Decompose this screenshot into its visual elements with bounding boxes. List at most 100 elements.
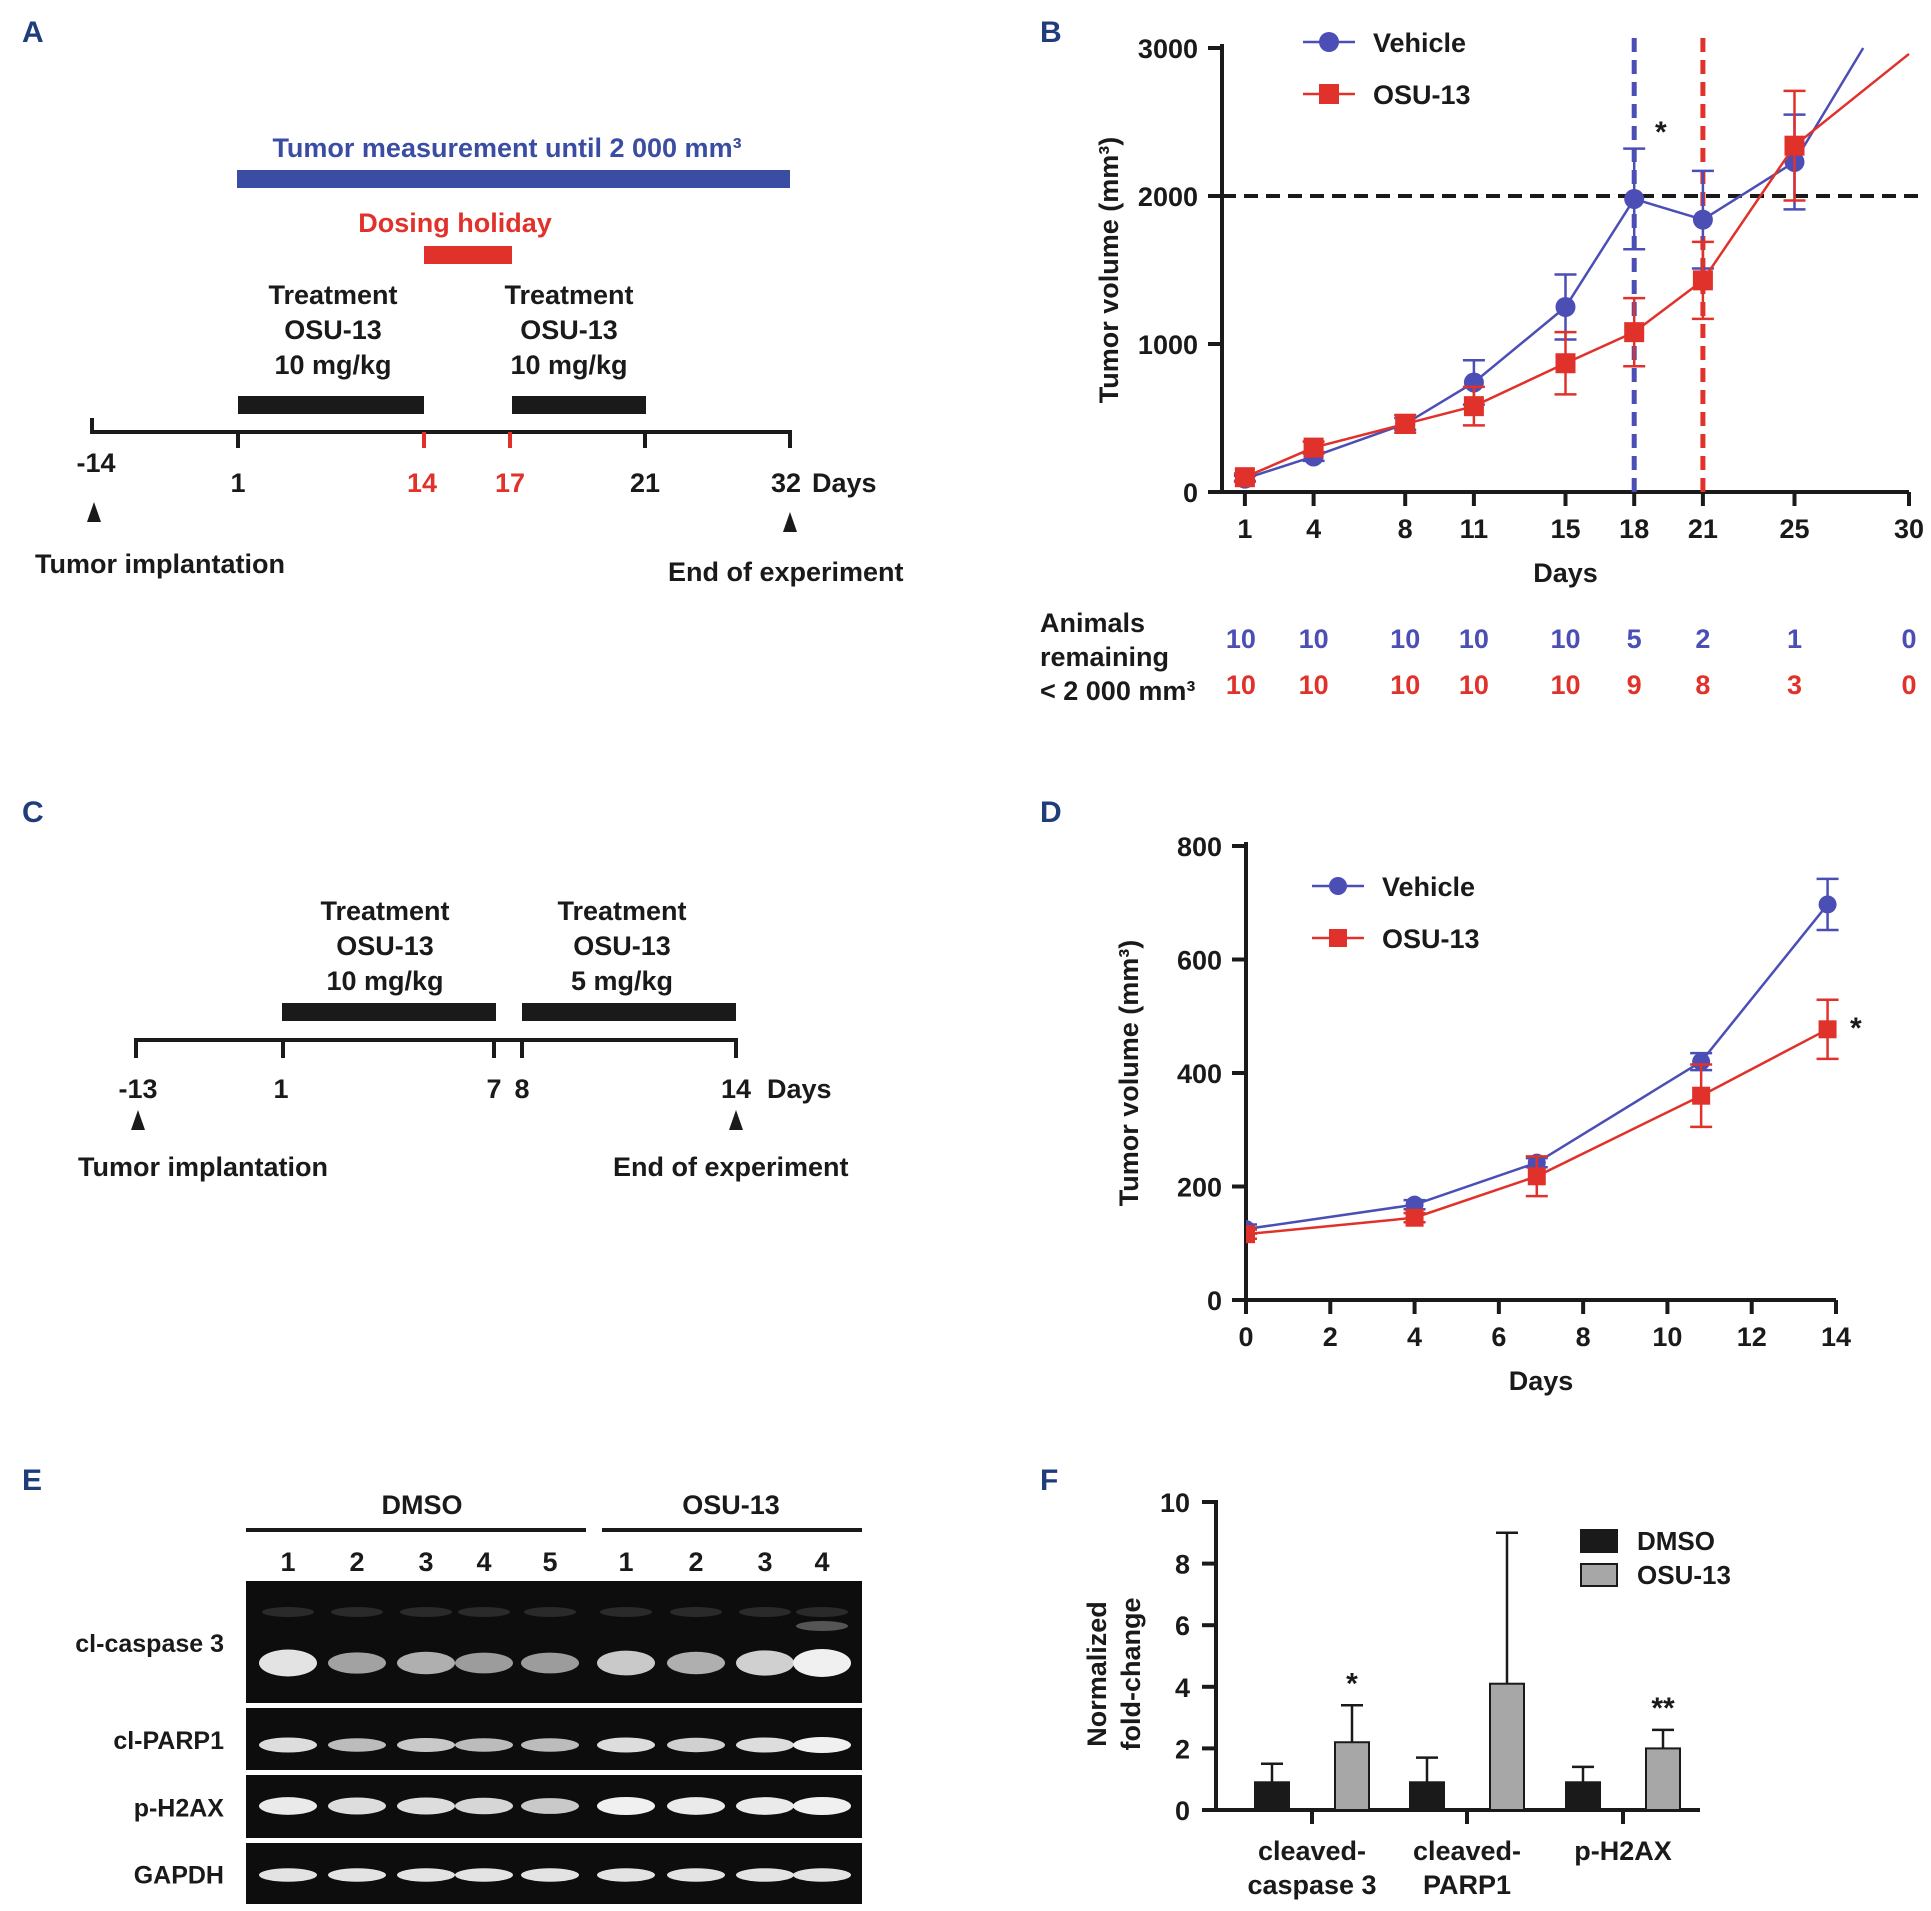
marker-circle [1624, 188, 1645, 209]
bar-osu-13 [1645, 1747, 1681, 1812]
animals-label-line1: Animals [1040, 608, 1145, 638]
marker-square [1405, 1208, 1424, 1227]
blot-band [455, 1797, 513, 1815]
animals-osu-count: 10 [1390, 670, 1420, 700]
chart-d: 0 200 400 600 800 0 2 4 6 8 10 12 14 Days Tumor volume… [1114, 832, 1862, 1396]
animals-vehicle-count: 1 [1787, 624, 1802, 654]
legend-label: OSU-13 [1373, 80, 1471, 110]
group-label-osu: OSU-13 [682, 1490, 780, 1520]
series-line [1244, 47, 1865, 480]
legend-swatch [1580, 1563, 1618, 1587]
blot-band [259, 1737, 317, 1753]
y-tick-label: 2 [1175, 1734, 1190, 1764]
lane-numbers: 1 2 3 4 5 1 2 3 4 [280, 1547, 829, 1577]
blot-band [328, 1738, 386, 1752]
treat2-line1: Treatment [504, 280, 633, 310]
blot-band [736, 1737, 794, 1753]
lane-number: 5 [542, 1547, 557, 1577]
blot-faint-band [796, 1607, 848, 1617]
category-label: cleaved- [1258, 1836, 1366, 1866]
marker-square [1784, 135, 1805, 156]
bar-dmso [1254, 1781, 1290, 1812]
blot-faint-band [400, 1607, 452, 1617]
panel-label-a: A [22, 16, 44, 49]
chart-b: 0 1000 2000 3000 1 4 8 11 15 18 21 25 30 Days Tumor vo… [1094, 28, 1924, 588]
marker-square [1395, 413, 1416, 434]
implant-arrow-icon [87, 502, 101, 522]
panel-label-f: F [1040, 1464, 1058, 1497]
series-osu-13 [1246, 998, 1839, 1244]
blot-row-label: cl-PARP1 [113, 1727, 224, 1755]
x-tick-label: 10 [1652, 1322, 1682, 1352]
marker-circle [1692, 209, 1713, 230]
blot-band [259, 1797, 317, 1815]
blot-panel [246, 1581, 862, 1703]
blot-faint-band [600, 1607, 652, 1617]
y-tick-label: 3000 [1138, 34, 1198, 64]
x-tick-label: 21 [1688, 514, 1718, 544]
blot-band [328, 1868, 386, 1882]
marker-circle [1818, 895, 1837, 914]
tick-label-a: 32 [771, 468, 801, 498]
panel-label-d: D [1040, 796, 1062, 829]
blot-rows: cl-caspase 3 cl-PARP1 p-H2AX GAPDH [75, 1581, 862, 1904]
animals-osu-count: 10 [1550, 670, 1580, 700]
tick-label-a: 1 [230, 468, 245, 498]
animals-osu-count: 10 [1459, 670, 1489, 700]
blot-band [597, 1650, 655, 1676]
series-vehicle [1233, 47, 1865, 489]
panel-label-c: C [22, 796, 44, 829]
lane-number: 1 [618, 1547, 633, 1577]
treat1c-line2: OSU-13 [336, 931, 434, 961]
animals-osu-count: 0 [1901, 670, 1916, 700]
marker-square [1527, 1167, 1546, 1186]
blot-faint-band [670, 1607, 722, 1617]
y-tick-label: 4 [1175, 1673, 1190, 1703]
animals-vehicle-count: 10 [1226, 624, 1256, 654]
treat1c-line1: Treatment [320, 896, 449, 926]
treat1c-line3: 10 mg/kg [326, 966, 443, 996]
blot-band [521, 1798, 579, 1814]
treat1c-bar [282, 1003, 496, 1021]
y-tick-label: 0 [1207, 1286, 1222, 1316]
y-tick-label: 2000 [1138, 182, 1198, 212]
category-label: p-H2AX [1574, 1836, 1672, 1866]
treat1-bar [238, 396, 424, 414]
blot-band [521, 1868, 579, 1882]
animals-osu-count: 8 [1695, 670, 1710, 700]
blot-band [793, 1868, 851, 1882]
y-axis-title: Tumor volume (mm³) [1114, 940, 1144, 1207]
tick-label-c: -13 [118, 1074, 157, 1104]
series-line [1246, 1028, 1829, 1236]
panel-e-western-blot: DMSO OSU-13 1 2 3 4 5 1 2 3 4 cl-caspase 3 cl-PAR… [75, 1490, 862, 1904]
legend-label: DMSO [1637, 1526, 1715, 1556]
x-tick-label: 25 [1779, 514, 1809, 544]
treat2-line3: 10 mg/kg [510, 350, 627, 380]
marker-square [1246, 1225, 1255, 1244]
marker-square [1234, 467, 1255, 488]
holiday-label: Dosing holiday [358, 208, 552, 238]
blot-band [259, 1649, 317, 1677]
implant-arrow-icon [131, 1110, 145, 1130]
y-tick-label: 0 [1175, 1796, 1190, 1826]
treat2-line2: OSU-13 [520, 315, 618, 345]
end-label-a: End of experiment [668, 557, 904, 587]
end-arrow-icon [783, 512, 797, 532]
animals-vehicle-count: 10 [1459, 624, 1489, 654]
blot-band [521, 1652, 579, 1674]
tick-label-a: -14 [76, 448, 115, 478]
bar-osu-13 [1334, 1741, 1370, 1811]
x-axis-title: Days [1509, 1366, 1574, 1396]
blot-band [397, 1797, 455, 1815]
end-label-c: End of experiment [613, 1152, 849, 1182]
blot-band [667, 1737, 725, 1753]
y-tick-label: 10 [1160, 1488, 1190, 1518]
tick-label-a: 14 [407, 468, 437, 498]
x-tick-label: 8 [1398, 514, 1413, 544]
y-axis-title: Normalized [1082, 1601, 1112, 1747]
blot-row-p-h2ax: p-H2AX [134, 1775, 862, 1838]
marker-square [1692, 1086, 1711, 1105]
panel-label-e: E [22, 1464, 42, 1497]
group-label-dmso: DMSO [382, 1490, 463, 1520]
